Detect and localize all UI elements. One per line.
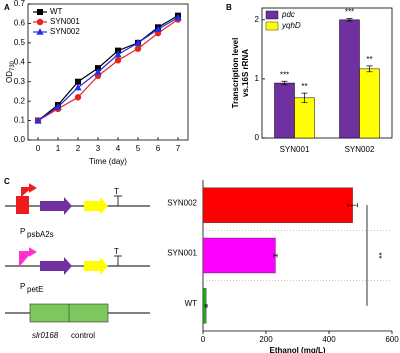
y-axis-label: vs.16S rRNA — [241, 49, 250, 97]
x-tick-label: 6 — [156, 144, 161, 153]
locus-label: control — [71, 331, 95, 340]
category-label: SYN001 — [167, 249, 197, 258]
x-tick-label: 5 — [136, 144, 141, 153]
terminator-label: T — [114, 187, 119, 196]
significance-label: *** — [280, 70, 289, 79]
legend-swatch — [265, 21, 279, 31]
x-tick-label: 600 — [385, 335, 399, 344]
error-bar — [281, 80, 288, 86]
bar — [339, 19, 360, 139]
x-tick-label: 2 — [76, 144, 81, 153]
marker — [95, 65, 101, 72]
promoter-subscript: petE — [27, 285, 43, 294]
marker — [114, 50, 122, 58]
y-tick-label: 1 — [255, 74, 260, 83]
error-bar — [347, 203, 358, 208]
x-tick-label: 4 — [116, 144, 121, 153]
significance-label: ** — [366, 55, 372, 64]
y-tick-label: 0.7 — [14, 0, 26, 8]
promoter-label: P — [20, 227, 25, 236]
significance-label: ** — [374, 252, 383, 258]
promoter-label: P — [20, 282, 25, 291]
marker — [114, 57, 122, 64]
series-line — [37, 17, 179, 122]
x-axis-label: Time (day) — [89, 157, 127, 166]
bar — [202, 187, 353, 223]
marker — [134, 45, 142, 52]
category-label: WT — [185, 299, 198, 308]
bar — [274, 82, 295, 139]
x-tick-label: SYN001 — [280, 145, 310, 154]
bar — [294, 97, 315, 139]
legend-label: yqhD — [281, 21, 301, 30]
y-tick-label: 0.0 — [14, 135, 26, 144]
marker — [34, 116, 42, 124]
x-tick-label: 0 — [36, 144, 41, 153]
series-line — [37, 19, 179, 122]
category-label: SYN002 — [167, 198, 197, 207]
legend-label: pdc — [281, 10, 295, 19]
y-axis-label: OD730 — [5, 60, 15, 83]
construct-diagram — [5, 183, 150, 323]
marker — [94, 68, 102, 75]
terminator-label: T — [114, 247, 119, 256]
bar — [202, 237, 276, 274]
legend-marker — [36, 18, 44, 26]
panel-label: C — [4, 177, 10, 186]
marker — [75, 78, 81, 85]
legend-label: SYN001 — [50, 17, 80, 26]
error-bar — [301, 92, 308, 103]
marker — [134, 39, 142, 46]
x-tick-label: 200 — [259, 335, 273, 344]
series-line — [37, 15, 179, 122]
plot-frame — [27, 3, 189, 141]
locus-label: slr0168 — [32, 331, 59, 340]
x-tick-label: 400 — [322, 335, 336, 344]
y-tick-label: 0.1 — [14, 116, 26, 125]
y-tick-label: 0.2 — [14, 96, 26, 105]
significance-label: *** — [345, 8, 354, 17]
panel-label: B — [226, 3, 232, 12]
marker — [115, 47, 121, 54]
y-axis-label: Transcription level — [231, 38, 240, 109]
promoter-subscript: psbA2s — [27, 230, 54, 239]
significance-label: ** — [301, 82, 307, 91]
x-tick-label: 7 — [176, 144, 181, 153]
legend-marker — [37, 9, 43, 15]
x-tick-label: 3 — [96, 144, 101, 153]
marker — [54, 103, 62, 110]
error-bar — [346, 18, 353, 22]
legend-marker — [36, 28, 44, 35]
x-axis-label: Ethanol (mg/L) — [270, 346, 326, 353]
y-tick-label: 0.5 — [14, 38, 26, 47]
plot-frame — [261, 7, 393, 139]
y-tick-label: 0.4 — [14, 57, 26, 66]
y-tick-label: 0 — [255, 133, 260, 142]
x-tick-label: SYN002 — [345, 145, 375, 154]
legend-swatch — [265, 10, 279, 20]
marker — [154, 25, 162, 33]
y-tick-label: 0.6 — [14, 19, 26, 28]
marker — [74, 83, 82, 91]
legend-label: SYN002 — [50, 27, 80, 36]
marker — [174, 13, 182, 21]
y-axis-label-sub: 730 — [10, 60, 16, 71]
legend-label: WT — [50, 7, 63, 16]
y-tick-label: 0.3 — [14, 77, 26, 86]
marker — [74, 94, 82, 101]
panel-label: A — [4, 3, 10, 12]
y-tick-label: 2 — [255, 15, 260, 24]
bar — [359, 68, 380, 139]
x-tick-label: 0 — [201, 335, 206, 344]
y-axis-label-main: OD — [5, 71, 14, 83]
x-tick-label: 1 — [56, 144, 61, 153]
error-bar — [366, 65, 373, 73]
error-bar — [273, 253, 278, 258]
error-bar — [204, 303, 208, 308]
